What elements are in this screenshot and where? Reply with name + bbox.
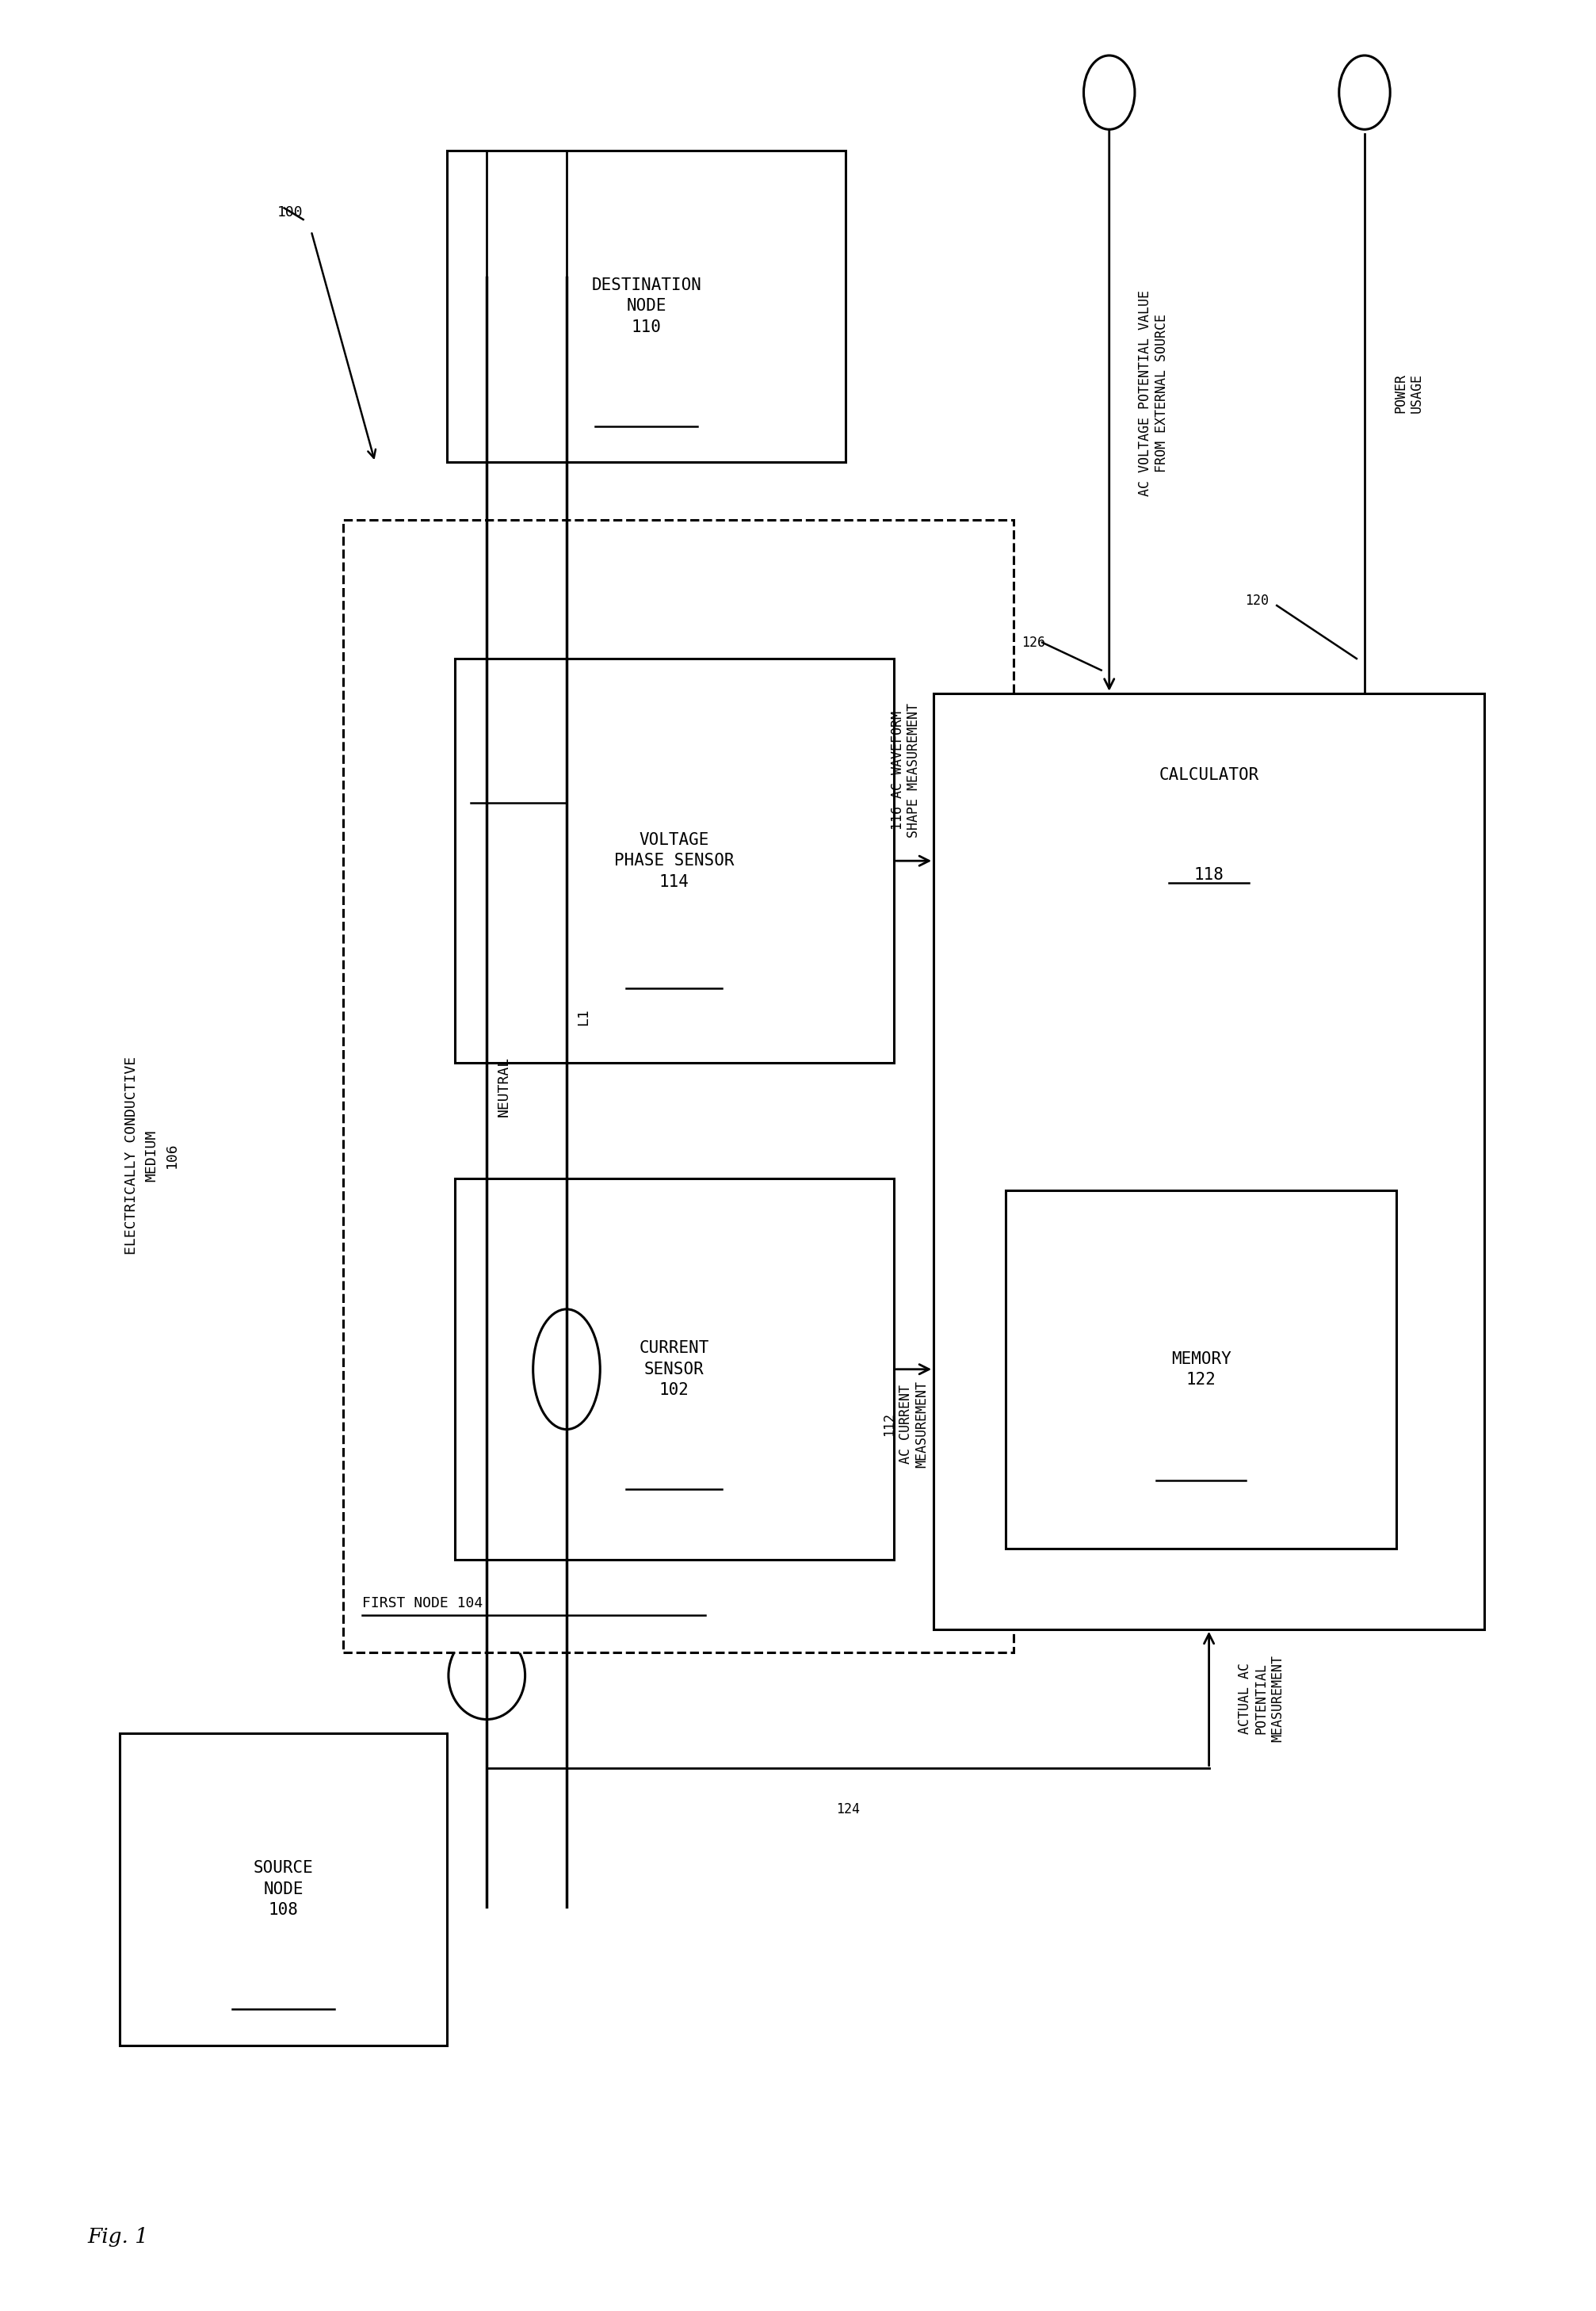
Text: ACTUAL AC
POTENTIAL
MEASUREMENT: ACTUAL AC POTENTIAL MEASUREMENT: [1238, 1655, 1285, 1742]
Text: SOURCE
NODE
108: SOURCE NODE 108: [254, 1860, 313, 1918]
Text: 124: 124: [836, 1803, 860, 1816]
Circle shape: [1084, 55, 1135, 129]
Text: L1: L1: [576, 1008, 591, 1026]
Text: MEMORY
122: MEMORY 122: [1171, 1352, 1231, 1387]
Bar: [455, 1179, 894, 1560]
Text: VOLTAGE
PHASE SENSOR
114: VOLTAGE PHASE SENSOR 114: [614, 832, 734, 890]
Text: NEUTRAL: NEUTRAL: [496, 1056, 511, 1116]
Text: CURRENT
SENSOR
102: CURRENT SENSOR 102: [640, 1340, 709, 1398]
Text: 120: 120: [1245, 594, 1269, 608]
Text: ELECTRICALLY CONDUCTIVE
MEDIUM
106: ELECTRICALLY CONDUCTIVE MEDIUM 106: [124, 1056, 179, 1255]
Text: POWER
USAGE: POWER USAGE: [1393, 372, 1424, 414]
Ellipse shape: [448, 1632, 525, 1719]
Bar: [455, 659, 894, 1063]
Ellipse shape: [533, 1308, 600, 1428]
Text: DESTINATION
NODE
110: DESTINATION NODE 110: [592, 277, 701, 335]
Circle shape: [1339, 55, 1390, 129]
Bar: [120, 1733, 447, 2045]
Text: 118: 118: [1194, 867, 1224, 883]
Text: FIRST NODE 104: FIRST NODE 104: [362, 1597, 484, 1611]
Bar: [1005, 1190, 1396, 1548]
Bar: [934, 693, 1484, 1629]
Text: 100: 100: [278, 206, 303, 220]
Bar: [447, 150, 846, 462]
Text: AC VOLTAGE POTENTIAL VALUE
FROM EXTERNAL SOURCE: AC VOLTAGE POTENTIAL VALUE FROM EXTERNAL…: [1138, 289, 1168, 497]
Text: 112
AC CURRENT
MEASUREMENT: 112 AC CURRENT MEASUREMENT: [883, 1382, 929, 1467]
Text: 116 AC WAVEFORM
SHAPE MEASUREMENT: 116 AC WAVEFORM SHAPE MEASUREMENT: [891, 703, 921, 837]
Text: 126: 126: [1021, 636, 1045, 649]
Ellipse shape: [448, 1555, 525, 1643]
Text: CALCULATOR: CALCULATOR: [1159, 767, 1259, 783]
Bar: [343, 520, 1013, 1652]
Text: Fig. 1: Fig. 1: [88, 2228, 148, 2246]
